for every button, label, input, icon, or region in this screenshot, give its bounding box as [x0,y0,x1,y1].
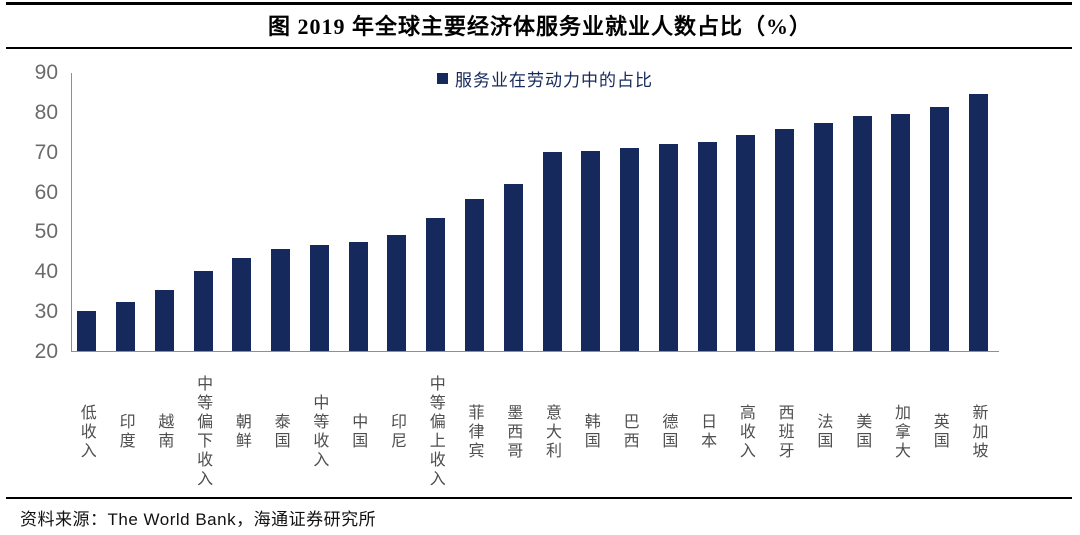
y-tick-label: 60 [34,180,58,204]
x-axis-label: 墨西哥 [504,403,522,461]
x-axis-label: 意大利 [543,403,561,461]
y-tick-label: 30 [34,300,58,324]
title-divider-line [6,47,1072,49]
bar-巴西 [620,147,640,351]
x-axis-label: 美国 [853,413,871,451]
y-tick-label: 70 [34,140,58,164]
bar-德国 [658,144,678,351]
plot-area [71,73,999,352]
bar-日本 [697,141,717,351]
x-axis-label: 中国 [349,413,367,451]
bar-墨西哥 [503,183,523,351]
x-axis-label: 印尼 [387,413,405,451]
bar-泰国 [271,248,291,351]
bar-英国 [930,107,950,351]
top-border-line [6,2,1072,5]
footer-divider-line [6,497,1072,499]
x-axis-label: 高收入 [736,403,754,461]
bar-新加坡 [969,93,988,351]
bar-越南 [154,290,174,351]
bar-低收入 [77,311,97,351]
bar-法国 [813,123,833,351]
legend-square-icon [437,72,448,84]
legend: 服务业在劳动力中的占比 [437,68,653,90]
source-note: 资料来源：The World Bank，海通证券研究所 [20,510,377,529]
x-axis-label: 菲律宾 [465,403,483,461]
x-axis-label: 西班牙 [775,403,793,461]
x-axis-label: 德国 [659,413,677,451]
bar-美国 [852,116,872,351]
x-axis-label: 巴西 [620,413,638,451]
bar-高收入 [736,134,756,351]
bar-中国 [348,242,368,351]
legend-label: 服务业在劳动力中的占比 [455,70,653,90]
y-tick-label: 50 [34,220,58,244]
y-tick-label: 90 [34,61,58,84]
y-tick-label: 20 [34,340,58,363]
x-axis-label: 加拿大 [891,403,909,461]
x-axis-labels: 低收入 印度 越南 中等偏下收入 朝鲜 泰国 中等收入 中国 印尼 中等偏上收入 菲律宾 墨西哥 意大利… [0,362,1080,502]
x-axis-label: 朝鲜 [232,413,250,451]
y-tick-label: 40 [34,260,58,284]
x-axis-label: 越南 [155,413,173,451]
bar-印尼 [387,235,407,351]
x-axis-label: 日本 [698,413,716,451]
bar-中等偏上收入 [426,218,446,351]
x-axis-label: 泰国 [271,413,289,451]
bar-中等偏下收入 [193,270,213,351]
chart-title: 图 2019 年全球主要经济体服务业就业人数占比（%） [267,14,812,39]
x-axis-label: 印度 [116,413,134,451]
x-axis-label: 法国 [814,413,832,451]
bar-朝鲜 [232,257,252,351]
bar-中等收入 [309,244,329,351]
x-axis-label: 韩国 [581,413,599,451]
bar-西班牙 [775,129,795,351]
bar-加拿大 [891,114,911,351]
bar-菲律宾 [465,199,484,351]
bar-印度 [116,302,136,351]
x-axis-label: 中等偏下收入 [194,375,212,489]
y-tick-label: 80 [34,100,58,124]
x-axis-label: 英国 [930,413,948,451]
x-axis-label: 低收入 [77,403,95,461]
bar-韩国 [581,150,601,351]
x-axis-label: 中等偏上收入 [426,375,444,489]
x-axis-label: 新加坡 [969,403,987,461]
x-axis-label: 中等收入 [310,394,328,470]
bar-意大利 [542,151,562,351]
